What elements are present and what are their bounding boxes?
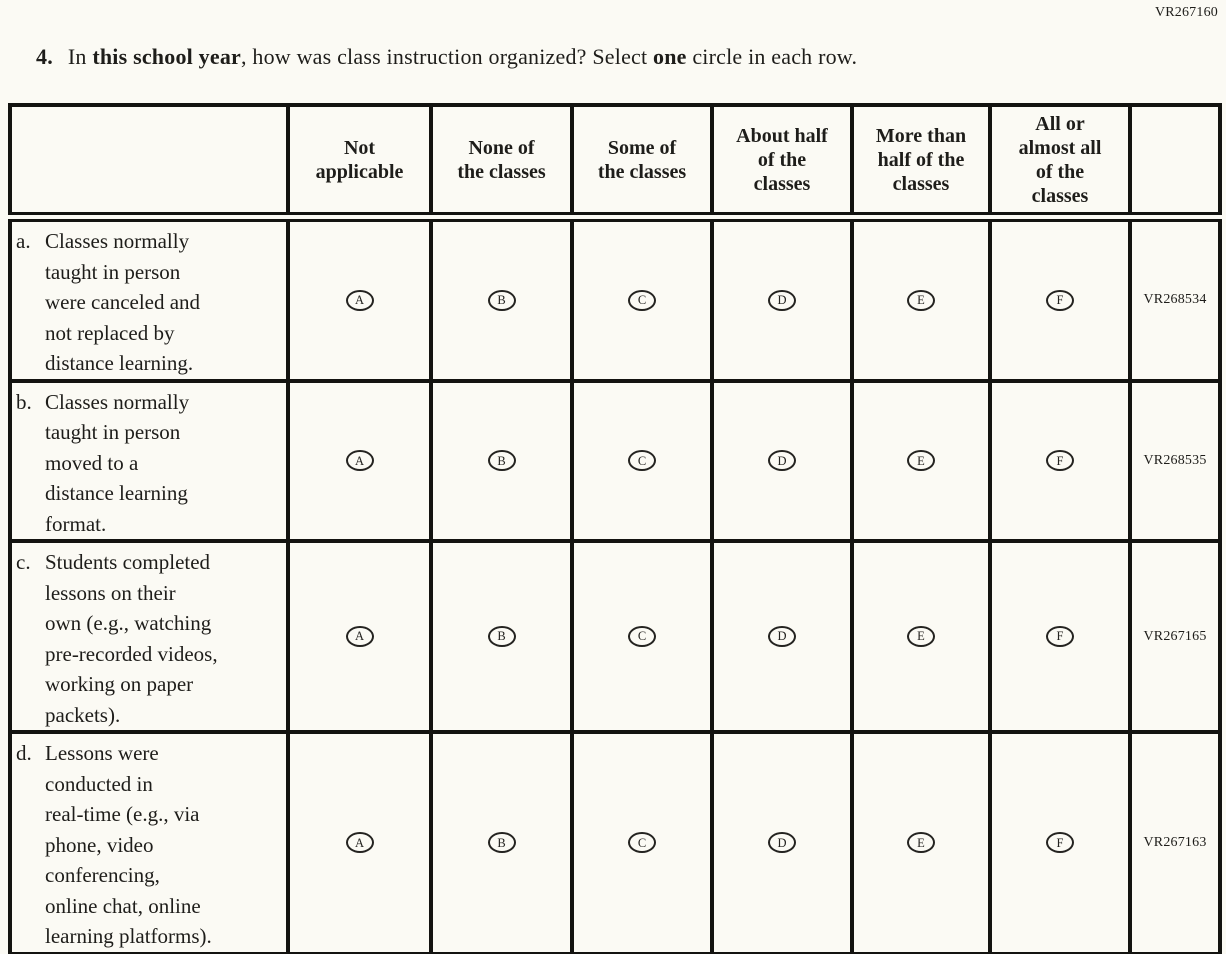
option-cell: C	[570, 215, 714, 383]
option-cell: A	[286, 215, 433, 383]
form-code: VR267160	[1154, 5, 1218, 20]
option-bubble-e[interactable]: E	[907, 832, 935, 854]
question-segment-bold: one	[653, 44, 687, 69]
row-text: Lessons were conducted in real-time (e.g…	[45, 741, 212, 948]
row-statement-cell: c. Students completed lessons on their o…	[8, 539, 290, 734]
question-text: In this school year, how was class instr…	[68, 44, 857, 69]
row-letter: c.	[16, 550, 31, 574]
option-cell: A	[286, 378, 433, 543]
option-cell: D	[710, 539, 854, 734]
option-bubble-d[interactable]: D	[768, 289, 796, 311]
row-code: VR268535	[1128, 378, 1222, 543]
table-row-d: d. Lessons were conducted in real-time (…	[8, 730, 1222, 954]
row-statement: a. Classes normally taught in person wer…	[16, 226, 284, 379]
option-cell: C	[570, 378, 714, 543]
row-statement: c. Students completed lessons on their o…	[16, 547, 284, 730]
question-segment-bold: this school year	[92, 44, 241, 69]
column-header-more-than-half-of-the-classes: More than half of the classes	[850, 103, 992, 222]
option-bubble-a[interactable]: A	[345, 832, 374, 854]
row-code: VR267163	[1128, 730, 1222, 954]
table-row-c: c. Students completed lessons on their o…	[8, 539, 1222, 734]
option-cell: F	[988, 539, 1132, 734]
question-number: 4.	[36, 44, 53, 69]
option-cell: B	[429, 730, 574, 954]
option-bubble-c[interactable]: C	[628, 450, 656, 472]
question-segment: , how was class instruction organized? S…	[240, 44, 654, 69]
column-header-not-applicable: Not applicable	[286, 103, 433, 222]
row-letter: b.	[16, 389, 32, 414]
option-cell: E	[850, 539, 992, 734]
question-segment: In	[67, 44, 93, 69]
row-text: Classes normally taught in person were c…	[45, 229, 201, 375]
column-header-all-or-almost-all-of-the-classes: All or almost all of the classes	[988, 103, 1132, 222]
table-row-b: b. Classes normally taught in person mov…	[8, 378, 1222, 543]
row-code: VR267165	[1128, 539, 1222, 734]
option-bubble-c[interactable]: C	[628, 626, 656, 647]
table-row-a: a. Classes normally taught in person wer…	[8, 215, 1222, 383]
option-bubble-f[interactable]: F	[1046, 626, 1074, 647]
option-bubble-b[interactable]: B	[487, 289, 516, 311]
option-cell: C	[570, 539, 714, 734]
option-bubble-f[interactable]: F	[1046, 289, 1074, 311]
header-row: Not applicable None of the classes Some …	[8, 103, 1222, 222]
option-bubble-a[interactable]: A	[345, 450, 374, 472]
row-statement-cell: d. Lessons were conducted in real-time (…	[8, 730, 290, 954]
option-bubble-f[interactable]: F	[1046, 832, 1074, 854]
option-cell: E	[850, 215, 992, 383]
row-letter: d.	[16, 741, 32, 765]
option-cell: F	[988, 215, 1132, 383]
option-cell: F	[988, 378, 1132, 543]
option-cell: E	[850, 730, 992, 954]
header-code-cell	[1128, 103, 1222, 222]
option-cell: D	[710, 215, 854, 383]
option-bubble-b[interactable]: B	[487, 832, 516, 854]
option-bubble-d[interactable]: D	[768, 832, 796, 854]
option-cell: D	[710, 730, 854, 954]
option-bubble-a[interactable]: A	[345, 289, 374, 311]
option-cell: D	[710, 378, 854, 543]
column-header-about-half-of-the-classes: About half of the classes	[710, 103, 854, 222]
row-letter: a.	[16, 229, 31, 253]
option-cell: F	[988, 730, 1132, 954]
column-header-none-of-the-classes: None of the classes	[429, 103, 574, 222]
option-bubble-d[interactable]: D	[768, 626, 796, 647]
option-cell: E	[850, 378, 992, 543]
row-code: VR268534	[1128, 215, 1222, 383]
row-statement-cell: a. Classes normally taught in person wer…	[8, 215, 290, 383]
question: 4. In this school year, how was class ins…	[36, 44, 857, 70]
option-bubble-c[interactable]: C	[628, 289, 656, 311]
question-table: Not applicable None of the classes Some …	[8, 103, 1222, 954]
option-cell: B	[429, 539, 574, 734]
option-cell: C	[570, 730, 714, 954]
option-bubble-a[interactable]: A	[345, 626, 374, 647]
option-bubble-b[interactable]: B	[487, 626, 516, 647]
row-statement-cell: b. Classes normally taught in person mov…	[8, 378, 290, 543]
option-cell: A	[286, 730, 433, 954]
option-cell: B	[429, 215, 574, 383]
option-bubble-e[interactable]: E	[907, 450, 935, 472]
option-bubble-e[interactable]: E	[907, 626, 935, 647]
option-bubble-e[interactable]: E	[907, 289, 935, 311]
row-text: Classes normally taught in person moved …	[45, 389, 190, 536]
question-segment: circle in each row.	[686, 44, 858, 69]
option-cell: B	[429, 378, 574, 543]
option-bubble-b[interactable]: B	[487, 450, 516, 472]
row-statement: d. Lessons were conducted in real-time (…	[16, 738, 284, 952]
header-stub-cell	[8, 103, 290, 222]
row-text: Students completed lessons on their own …	[45, 550, 218, 727]
option-bubble-d[interactable]: D	[768, 450, 796, 472]
option-bubble-f[interactable]: F	[1046, 450, 1074, 472]
option-bubble-c[interactable]: C	[628, 832, 656, 854]
option-cell: A	[286, 539, 433, 734]
column-header-some-of-the-classes: Some of the classes	[570, 103, 714, 222]
row-statement: b. Classes normally taught in person mov…	[16, 387, 284, 540]
